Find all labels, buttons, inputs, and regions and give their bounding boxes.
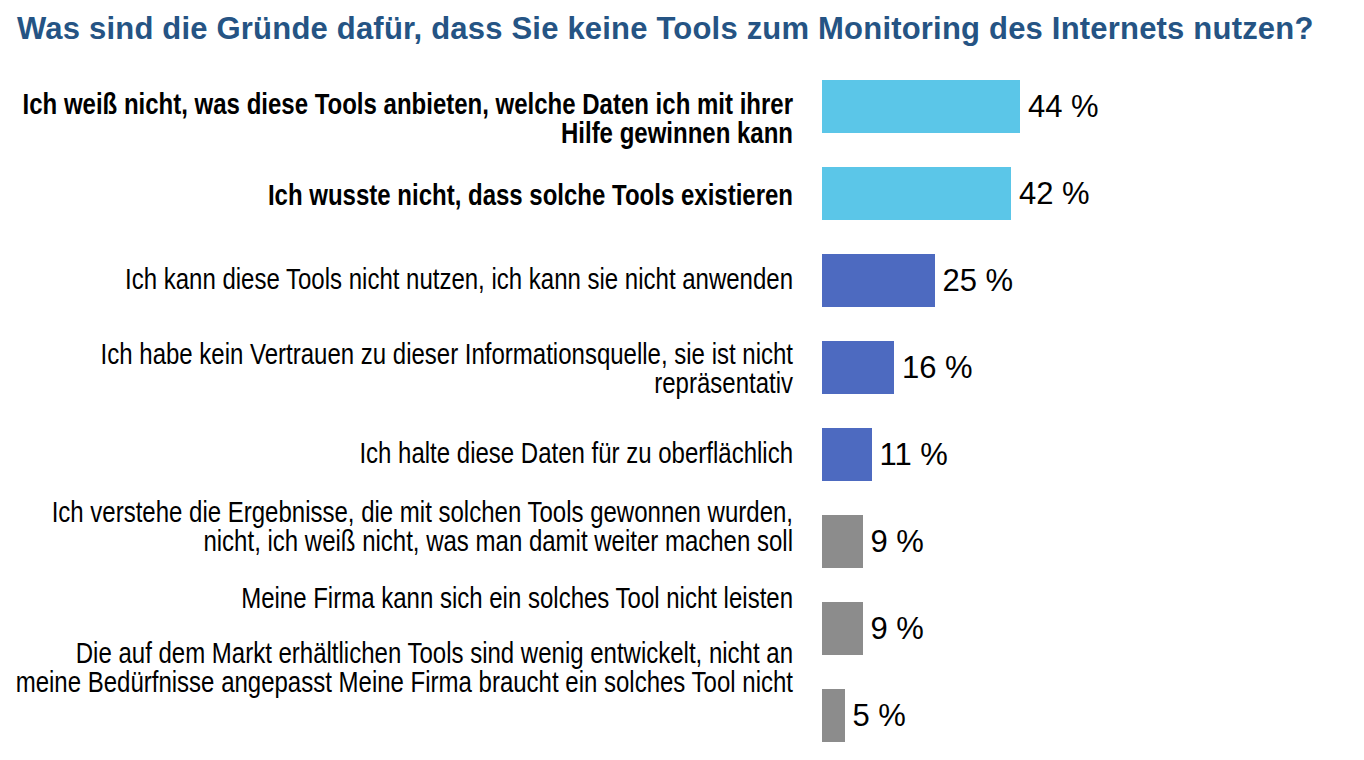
bar [822, 602, 863, 655]
category-label: Ich wusste nicht, dass solche Tools exis… [0, 180, 793, 209]
chart-title: Was sind die Gründe dafür, dass Sie kein… [17, 11, 1314, 47]
value-label: 25 % [943, 263, 1014, 299]
category-label: Ich halte diese Daten für zu oberflächli… [0, 438, 793, 467]
category-label: Ich weiß nicht, was diese Tools anbieten… [0, 89, 793, 147]
bar [822, 167, 1011, 220]
bar [822, 341, 894, 394]
category-label: Ich habe kein Vertrauen zu dieser Inform… [0, 339, 793, 397]
value-label: 16 % [902, 350, 973, 386]
bar [822, 254, 935, 307]
value-label: 44 % [1028, 89, 1099, 125]
category-label: Ich verstehe die Ergebnisse, die mit sol… [0, 497, 793, 555]
category-label: Die auf dem Markt erhältlichen Tools sin… [0, 638, 793, 696]
bar [822, 80, 1020, 133]
value-label: 42 % [1019, 176, 1090, 212]
bar [822, 515, 863, 568]
category-label: Meine Firma kann sich ein solches Tool n… [0, 583, 793, 612]
category-label: Ich kann diese Tools nicht nutzen, ich k… [0, 264, 793, 293]
value-label: 9 % [871, 611, 924, 647]
value-label: 11 % [880, 437, 948, 473]
bar [822, 689, 845, 742]
value-label: 5 % [853, 698, 906, 734]
value-label: 9 % [871, 524, 924, 560]
bar [822, 428, 872, 481]
